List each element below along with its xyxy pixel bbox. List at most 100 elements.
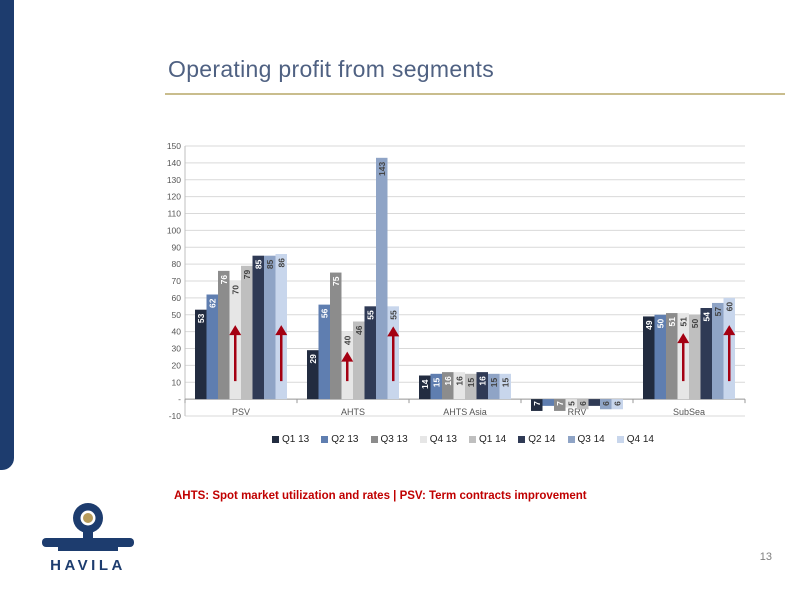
data-label: 51 (678, 317, 688, 327)
x-category-label: RRV (568, 407, 587, 417)
side-accent-bar (0, 0, 14, 470)
legend-swatch (518, 435, 526, 443)
legend-swatch (321, 435, 329, 443)
y-tick-label: 60 (172, 293, 182, 303)
bar (206, 294, 218, 400)
y-tick-label: 90 (172, 242, 182, 252)
bar (465, 373, 477, 400)
data-label: 86 (276, 258, 286, 268)
bar (712, 302, 724, 400)
x-category-label: PSV (232, 407, 250, 417)
page-number: 13 (759, 551, 772, 563)
up-arrow-icon (229, 325, 242, 336)
bar (565, 399, 577, 408)
bar (499, 373, 511, 400)
bar (318, 304, 330, 400)
legend-label: Q2 14 (528, 433, 556, 445)
y-tick-label: 150 (167, 141, 181, 151)
bar (252, 255, 264, 400)
data-label: 15 (489, 378, 499, 388)
slide-caption: AHTS: Spot market utilization and rates … (174, 490, 587, 502)
y-tick-label: 30 (172, 344, 182, 354)
data-label: 15 (431, 378, 441, 388)
bar (577, 399, 589, 410)
data-label: 79 (242, 270, 252, 280)
data-label: 56 (319, 308, 329, 318)
up-arrow-icon (387, 326, 400, 337)
data-label: 40 (342, 335, 352, 345)
bar (666, 313, 678, 400)
up-arrow-icon (677, 333, 690, 344)
logo-wordmark: HAVILA (50, 557, 126, 574)
bar (488, 373, 500, 400)
bar (419, 375, 431, 400)
y-tick-label: 40 (172, 327, 182, 337)
data-label: 16 (443, 376, 453, 386)
bar (264, 255, 276, 400)
havila-logo: HAVILA (38, 500, 138, 578)
data-label: 143 (377, 162, 387, 176)
data-label: 7 (532, 401, 542, 406)
slide-title: Operating profit from segments (168, 56, 495, 82)
data-label: 29 (308, 354, 318, 364)
y-tick-label: -10 (169, 411, 182, 421)
up-arrow-icon (723, 325, 736, 336)
bar (611, 399, 623, 410)
data-label: 6 (578, 401, 588, 406)
bar (689, 314, 701, 400)
data-label: 16 (454, 376, 464, 386)
bar (542, 399, 554, 406)
data-label: 55 (388, 310, 398, 320)
legend-label: Q3 13 (380, 433, 408, 445)
bar (241, 265, 253, 400)
legend-label: Q4 13 (429, 433, 457, 445)
legend-item: Q1 13 (272, 434, 309, 445)
bar (588, 399, 600, 406)
bar (353, 321, 365, 400)
data-label: 49 (644, 320, 654, 330)
data-label: 5 (566, 401, 576, 406)
data-label: 14 (420, 379, 430, 389)
legend-label: Q3 14 (577, 433, 605, 445)
bar (700, 308, 712, 400)
legend-item: Q3 13 (370, 433, 408, 445)
bar (430, 373, 442, 400)
data-label: 6 (601, 401, 611, 406)
y-tick-label: 110 (167, 209, 181, 219)
legend-swatch (469, 435, 476, 443)
x-category-label: AHTS Asia (443, 407, 487, 417)
data-label: 16 (477, 376, 487, 386)
data-label: 55 (365, 310, 375, 320)
bar (376, 157, 388, 400)
y-tick-label: 80 (172, 259, 182, 269)
y-tick-label: - (178, 394, 181, 404)
x-category-label: AHTS (341, 407, 365, 417)
data-label: 50 (655, 318, 665, 328)
y-tick-label: 100 (167, 225, 181, 235)
bar (195, 309, 207, 400)
bar (654, 314, 666, 400)
bar (307, 350, 319, 400)
y-tick-label: 10 (172, 377, 182, 387)
legend-label: Q4 14 (626, 433, 654, 445)
legend-swatch (567, 435, 575, 443)
legend-item: Q2 14 (518, 433, 556, 445)
bar (643, 316, 655, 400)
legend-item: Q2 13 (321, 434, 359, 445)
data-label: 46 (354, 325, 364, 335)
bar (531, 399, 543, 411)
legend-swatch (616, 435, 624, 443)
x-category-label: SubSea (673, 407, 705, 417)
legend-swatch (272, 435, 279, 443)
legend-swatch (370, 435, 378, 443)
data-label: 50 (690, 318, 700, 328)
y-tick-label: 140 (167, 158, 181, 168)
up-arrow-icon (341, 351, 354, 362)
bar (218, 270, 230, 400)
title-divider (165, 93, 785, 95)
chart-legend: Q1 13 Q2 13 Q3 13 Q4 13 Q1 14 Q2 14 Q3 14 Q4 14 (272, 431, 654, 447)
data-label: 76 (219, 275, 229, 285)
data-label: 15 (466, 378, 476, 388)
y-tick-label: 20 (172, 360, 182, 370)
bar (600, 399, 612, 410)
